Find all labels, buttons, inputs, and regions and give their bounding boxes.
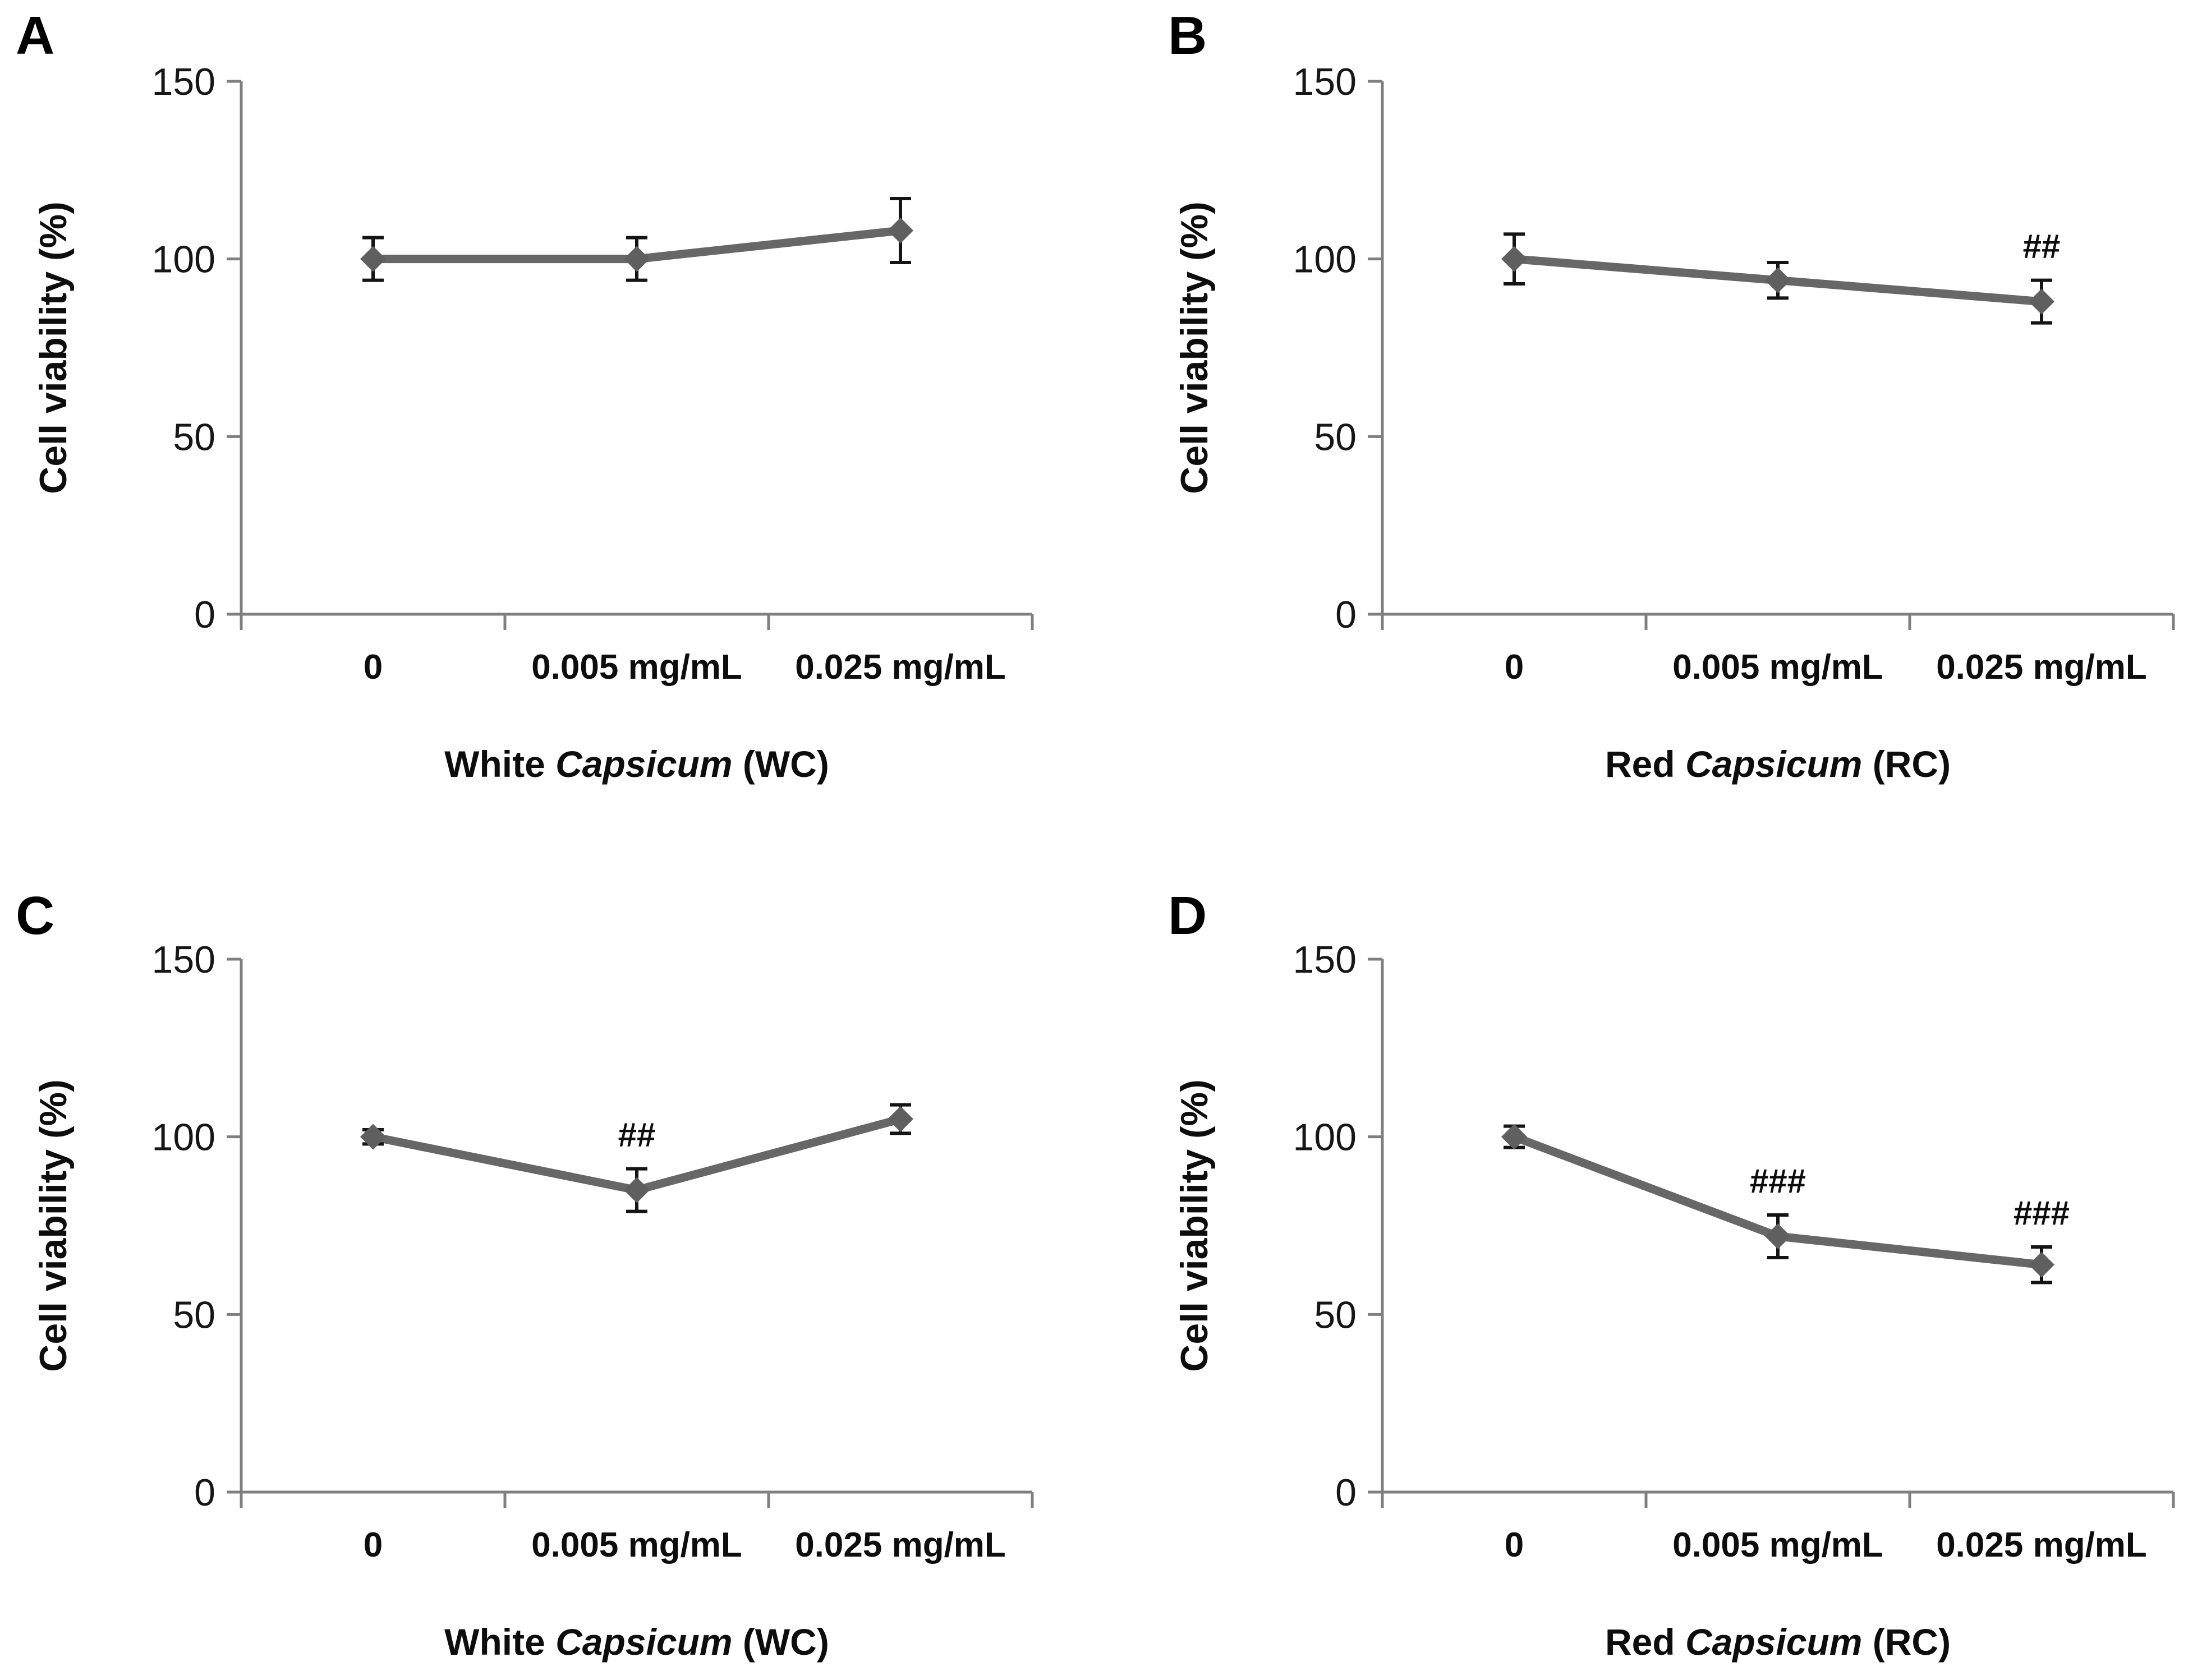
y-axis-title: Cell viability (%) <box>32 1079 75 1371</box>
panel-letter-d: D <box>1168 886 1207 946</box>
category-label: 0 <box>1505 1526 1524 1564</box>
category-label: 0.005 mg/mL <box>1672 1526 1883 1564</box>
category-label: 0.005 mg/mL <box>531 648 742 687</box>
y-tick-label: 150 <box>1293 61 1357 103</box>
category-label: 0 <box>364 1526 383 1564</box>
y-tick-label: 100 <box>152 238 215 281</box>
x-axis-title: White Capsicum (WC) <box>444 1621 829 1663</box>
y-tick-label: 0 <box>194 1471 215 1514</box>
y-tick-label: 50 <box>173 1294 215 1336</box>
category-label: 0.025 mg/mL <box>1936 1526 2147 1564</box>
data-point-marker <box>360 246 386 272</box>
y-tick-label: 50 <box>1314 416 1357 458</box>
panel-letter-a: A <box>16 6 55 66</box>
category-label: 0.025 mg/mL <box>795 1526 1006 1564</box>
y-tick-label: 150 <box>1293 938 1357 981</box>
panel-b: B 0 50 100 150 0 0.005 mg/mL 0.025 mg/mL ## Cell… <box>1101 0 2202 834</box>
chart-red-capsicum-24h: 0 50 100 150 0 0.005 mg/mL 0.025 mg/mL ## Cell v… <box>1173 61 2175 785</box>
panel-d: D 0 50 100 150 0 0.005 mg/mL 0.025 mg/mL ### ###… <box>1101 834 2202 1669</box>
chart-white-capsicum-24h: 0 50 100 150 0 0.005 mg/mL 0.025 mg/mL Cell via… <box>32 61 1034 785</box>
significance-label: ## <box>618 1116 656 1154</box>
y-axis-title: Cell viability (%) <box>32 201 75 494</box>
chart-white-capsicum-48h: 0 50 100 150 0 0.005 mg/mL 0.025 mg/mL ## Cell v… <box>32 938 1034 1663</box>
data-point-marker <box>624 1177 650 1203</box>
category-label: 0.025 mg/mL <box>1936 648 2147 687</box>
data-point-marker <box>360 1124 386 1150</box>
data-point-marker <box>2029 288 2054 315</box>
data-point-marker <box>1765 1223 1791 1249</box>
category-label: 0 <box>1505 648 1524 687</box>
y-tick-label: 0 <box>1335 593 1357 636</box>
panel-letter-b: B <box>1168 6 1207 66</box>
y-tick-label: 50 <box>173 416 215 458</box>
x-axis-title: White Capsicum (WC) <box>444 743 829 785</box>
data-point-marker <box>624 246 650 272</box>
panel-letter-c: C <box>16 886 55 946</box>
y-tick-label: 150 <box>152 938 215 981</box>
data-point-marker <box>888 1106 913 1132</box>
y-tick-label: 150 <box>152 61 215 103</box>
y-tick-label: 0 <box>1335 1471 1357 1514</box>
y-axis-title: Cell viability (%) <box>1173 201 1216 494</box>
significance-label: ## <box>2023 228 2061 265</box>
y-tick-label: 0 <box>194 593 215 636</box>
chart-red-capsicum-48h: 0 50 100 150 0 0.005 mg/mL 0.025 mg/mL ### ### Ce… <box>1173 938 2175 1663</box>
category-label: 0.025 mg/mL <box>795 648 1006 687</box>
y-tick-label: 50 <box>1314 1294 1357 1336</box>
significance-label: ### <box>1750 1162 1806 1200</box>
y-tick-label: 100 <box>1293 1116 1357 1159</box>
x-axis-title: Red Capsicum (RC) <box>1605 743 1951 785</box>
data-point-marker <box>2029 1251 2054 1278</box>
panel-c: C 0 50 100 150 0 0.005 mg/mL 0.025 mg/mL ## Cell… <box>0 834 1101 1669</box>
panel-a: A 0 50 100 150 0 0.005 mg/mL 0.025 mg/mL Cell v… <box>0 0 1101 834</box>
category-label: 0 <box>364 648 383 687</box>
y-tick-label: 100 <box>1293 238 1357 281</box>
y-tick-label: 100 <box>152 1116 215 1159</box>
category-label: 0.005 mg/mL <box>531 1526 742 1564</box>
category-label: 0.005 mg/mL <box>1672 648 1883 687</box>
data-point-marker <box>1501 246 1527 272</box>
significance-label: ### <box>2013 1194 2070 1232</box>
y-axis-title: Cell viability (%) <box>1173 1079 1216 1371</box>
x-axis-title: Red Capsicum (RC) <box>1605 1621 1951 1663</box>
data-point-marker <box>888 218 913 243</box>
data-point-marker <box>1765 267 1791 293</box>
